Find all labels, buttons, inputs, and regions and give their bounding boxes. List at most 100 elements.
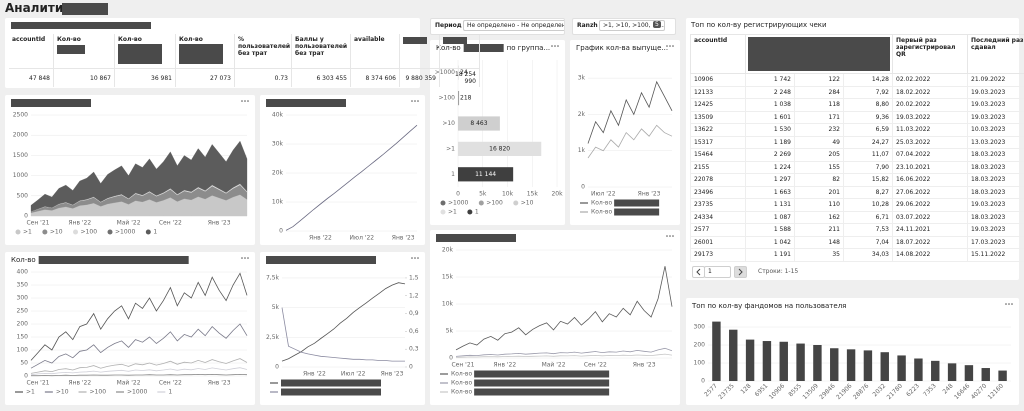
menu-dot[interactable] (1005, 303, 1007, 305)
menu-dot[interactable] (417, 100, 419, 102)
redacted (614, 199, 660, 207)
menu-dot[interactable] (414, 100, 416, 102)
menu-dot[interactable] (669, 45, 671, 47)
bar (458, 167, 514, 182)
header-row: accountId Первый раз зарегистрировал QR По… (690, 34, 1024, 74)
page-input[interactable]: 1 (704, 266, 731, 278)
menu-dot[interactable] (417, 257, 419, 259)
menu-dot[interactable] (247, 100, 249, 102)
bar (964, 365, 974, 381)
legend-label: >1 (448, 209, 457, 216)
x-tick-label: 15k (527, 191, 539, 198)
y-tick-label: 2500 (13, 112, 28, 119)
y-tick-label: 200 (17, 321, 29, 328)
menu-dot[interactable] (672, 235, 674, 237)
table-cell: 1 224 (745, 160, 795, 174)
line (285, 124, 418, 231)
kpi-panel: accountId Кол-во Кол-во Кол-во% пользовател… (5, 18, 480, 88)
legend-swatch (42, 229, 48, 235)
next-page-button[interactable] (734, 266, 747, 278)
legend-label: >100 (90, 389, 107, 396)
y2-tick-label: 1,5 (409, 274, 419, 281)
legend-label: >1000 (448, 200, 468, 207)
menu-dot[interactable] (557, 45, 559, 47)
filter-label: Период (435, 22, 462, 29)
menu-dot[interactable] (666, 235, 668, 237)
table-cell: 11,07 (843, 148, 893, 162)
prev-page-button[interactable] (692, 266, 705, 278)
table-row: 10906 1 742 122 14,28 02.02.2022 21.09.2022 (690, 73, 1024, 87)
redacted (266, 256, 376, 264)
table-cell: 284 (794, 85, 844, 99)
menu-dot[interactable] (414, 257, 416, 259)
chart-title: График кол-ва выпуще... (576, 44, 668, 52)
menu-dot[interactable] (411, 100, 413, 102)
filter-period[interactable]: Период Не определено - Не определено (430, 18, 565, 35)
legend-swatch (440, 200, 446, 206)
legend-swatch (478, 200, 484, 206)
table-cell: 18.03.2023 (967, 160, 1024, 174)
menu-dot[interactable] (1008, 303, 1010, 305)
table-row: 26001 1 042 148 7,04 18.07.2022 17.03.2023 (690, 235, 1024, 249)
y-tick-label: 5k (446, 328, 454, 335)
menu-dot[interactable] (244, 257, 246, 259)
x-tick-label: Май '22 (117, 380, 141, 387)
table-cell: 19.03.2023 (967, 85, 1024, 99)
menu-dot[interactable] (669, 235, 671, 237)
y-tick-label: 0 (279, 228, 283, 235)
table-cell: 1 297 (745, 173, 795, 187)
legend-label: Кол-во (591, 209, 612, 216)
x-tick-label: Янв '22 (493, 362, 516, 369)
y-tick-label: 20k (442, 247, 454, 254)
kpi-value: 0.73 (234, 68, 292, 87)
table-row: 12133 2 248 284 7,92 18.02.2022 19.03.2023 (690, 85, 1024, 99)
table-cell: 10.03.2023 (967, 123, 1024, 137)
menu-dot[interactable] (244, 100, 246, 102)
table-cell: 211 (794, 223, 844, 237)
table-cell: 7,04 (843, 235, 893, 249)
legend-label: >1 (23, 229, 32, 236)
table-cell: 2 248 (745, 85, 795, 99)
y-tick-label: 15k (442, 274, 454, 281)
legend-label: >1000 (127, 389, 147, 396)
table-cell: 22078 (690, 173, 746, 187)
menu-dot[interactable] (411, 257, 413, 259)
table-cell: 162 (794, 210, 844, 224)
redacted (614, 208, 660, 216)
filter-range[interactable]: Ranzh >1, >10, >100, >1... 5 (572, 18, 676, 35)
y-tick-label: 2,5k (266, 334, 280, 341)
menu-dot[interactable] (551, 45, 553, 47)
table-row: 12425 1 038 118 8,80 20.02.2022 19.03.2023 (690, 98, 1024, 112)
menu-dot[interactable] (554, 45, 556, 47)
column-header: Последний раз сдавал (967, 34, 1024, 74)
chevron (738, 268, 743, 276)
bar (830, 348, 839, 381)
menu-dot[interactable] (1011, 303, 1013, 305)
y-tick-label: >1 (446, 145, 455, 152)
column-header: Баллы у пользователей без трат (291, 34, 351, 69)
menu-dot[interactable] (666, 45, 668, 47)
menu-dot[interactable] (247, 257, 249, 259)
table-cell: 1 588 (745, 223, 795, 237)
table-panel: Топ по кол-ву регистрирующих чеки account… (686, 18, 1024, 280)
table-cell: 2 269 (745, 148, 795, 162)
kpi-value: 47 848 (9, 68, 54, 87)
filter-value: Не определено - Не определено (463, 20, 564, 31)
chart-title: по группа... (507, 44, 550, 52)
table-cell: 7,53 (843, 223, 893, 237)
menu-dot[interactable] (241, 100, 243, 102)
legend-swatch (73, 229, 79, 235)
redacted (118, 44, 162, 64)
panel (260, 95, 425, 245)
table-cell: 13.03.2023 (967, 135, 1024, 149)
menu-dot[interactable] (672, 45, 674, 47)
table-cell: 14,28 (843, 73, 893, 87)
y2-tick-label: 0 (409, 364, 413, 371)
legend-label: >1000 (115, 229, 135, 236)
panel (5, 252, 255, 405)
table-cell: 49 (794, 135, 844, 149)
y-tick-label: 50 (20, 360, 28, 367)
panel (430, 230, 680, 405)
x-tick-label: Июл '22 (591, 191, 616, 198)
menu-dot[interactable] (241, 257, 243, 259)
